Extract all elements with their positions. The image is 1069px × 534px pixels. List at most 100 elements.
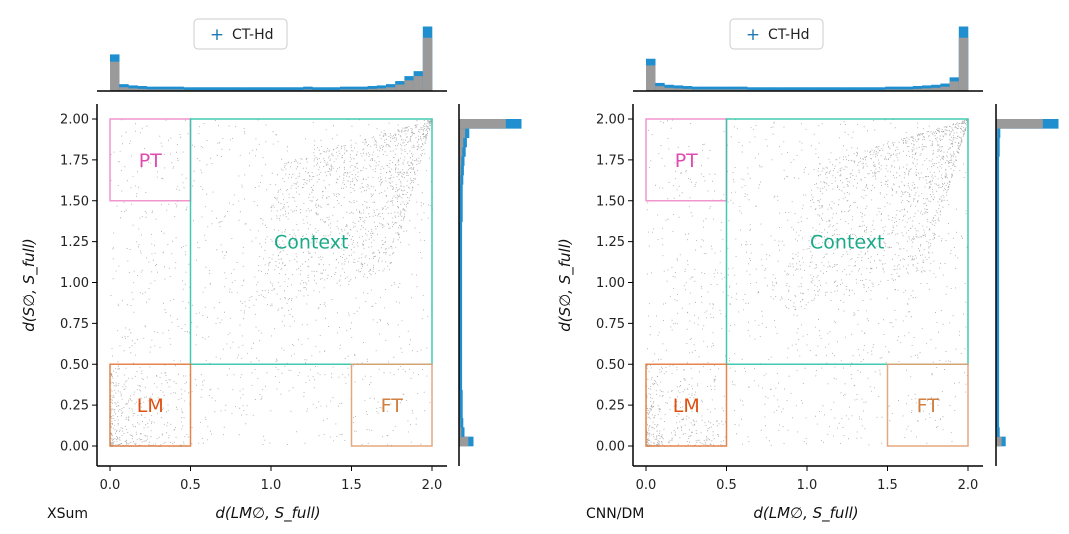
y-tick-label: 2.00: [60, 113, 89, 128]
top-hist-bar: [710, 89, 720, 91]
top-hist-bar-ct: [756, 87, 766, 91]
x-tick-label: 0.0: [636, 478, 657, 493]
top-hist-bar: [376, 88, 387, 91]
y-axis-label: d(S∅, S_full): [556, 238, 575, 332]
right-hist-bar-ct: [996, 277, 1000, 288]
top-hist-bar-ct: [156, 86, 166, 91]
x-tick-label: 0.5: [716, 478, 737, 493]
right-hist-bar: [459, 119, 506, 129]
top-hist-bar-ct: [266, 87, 276, 91]
region-lm-label: LM: [673, 395, 700, 417]
top-hist-bar-ct: [229, 87, 240, 91]
top-hist-bar: [128, 88, 138, 91]
right-hist-bar-ct: [459, 427, 465, 437]
right-hist-bar-ct: [459, 343, 463, 353]
dataset-label: CNN/DM: [586, 506, 644, 522]
right-hist-bar-ct: [996, 296, 1000, 307]
right-hist-bar-ct: [459, 156, 465, 167]
right-hist-bar-ct: [996, 128, 1001, 138]
top-hist-bar-ct: [349, 86, 359, 91]
right-hist-bar-ct: [459, 203, 463, 213]
top-hist-bar-ct: [912, 86, 923, 91]
x-tick-label: 1.0: [261, 478, 282, 493]
top-hist-bar-ct: [312, 87, 322, 91]
top-hist-bar: [931, 87, 941, 91]
right-hist-bar: [459, 436, 469, 447]
top-hist-bar: [395, 84, 405, 91]
y-tick-label: 0.50: [596, 358, 625, 373]
top-hist-bar-ct: [257, 87, 267, 91]
top-hist-bar: [646, 65, 656, 91]
right-hist-bar-ct: [996, 156, 1000, 167]
top-hist-bar-ct: [340, 86, 350, 91]
top-hist-bar-ct: [820, 87, 831, 91]
right-histogram: [459, 119, 522, 447]
right-hist-bar: [459, 128, 466, 138]
top-hist-bar-ct: [710, 86, 720, 91]
x-tick-label: 1.5: [877, 478, 898, 493]
top-hist-bar-ct: [811, 87, 822, 91]
top-hist-bar-ct: [774, 87, 785, 91]
right-hist-bar-ct: [996, 333, 1000, 344]
y-tick-label: 1.50: [596, 194, 625, 209]
x-tick-label: 1.5: [341, 478, 362, 493]
right-hist-bar-ct: [459, 184, 463, 195]
x-tick-label: 2.0: [422, 478, 443, 493]
top-hist-bar-ct: [146, 86, 157, 91]
top-hist-bar: [422, 37, 433, 91]
region-ft-box: [350, 363, 433, 447]
right-hist-bar-ct: [996, 371, 1000, 381]
top-hist-bar-ct: [220, 87, 230, 91]
legend-label: CT-Hd: [768, 27, 810, 43]
top-hist-bar-ct: [248, 87, 258, 91]
right-hist-bar: [459, 137, 464, 148]
right-hist-bar-ct: [459, 287, 463, 297]
right-hist-bar-ct: [996, 259, 1000, 269]
top-hist-bar-ct: [876, 87, 886, 91]
region-lm-box: [109, 363, 192, 447]
right-hist-bar-ct: [459, 165, 464, 176]
top-hist-bar: [413, 76, 424, 91]
dataset-label: XSum: [47, 506, 88, 522]
right-hist-bar-ct: [459, 361, 463, 372]
right-hist-bar-ct: [996, 361, 1000, 372]
top-hist-bar-ct: [128, 85, 138, 91]
regions: PT Context LM FT: [645, 118, 969, 447]
right-hist-bar-ct: [996, 193, 1000, 204]
top-hist-bar-ct: [738, 86, 748, 91]
right-hist-bar-ct: [459, 259, 463, 269]
right-hist-bar-ct: [996, 287, 1000, 297]
right-hist-bar-ct: [996, 399, 1000, 409]
top-hist-bar-ct: [701, 86, 711, 91]
right-hist-bar-ct: [996, 165, 1000, 176]
top-hist-bar: [156, 89, 166, 91]
right-hist-bar-ct: [459, 231, 463, 241]
top-hist-bar-ct: [857, 87, 868, 91]
top-hist-bar: [303, 89, 313, 91]
top-hist-bar: [903, 89, 914, 91]
right-hist-bar-ct: [996, 315, 1000, 325]
top-hist-bar: [358, 89, 368, 91]
top-hist-bar-ct: [165, 86, 175, 91]
legend: + CT-Hd: [193, 18, 288, 50]
top-hist-bar-ct: [330, 87, 341, 91]
top-hist-bar-ct: [238, 87, 249, 91]
right-hist-bar-ct: [459, 147, 466, 157]
top-histogram: [110, 26, 433, 91]
top-hist-bar: [146, 89, 157, 91]
top-hist-bar-ct: [211, 87, 221, 91]
top-hist-bar-ct: [784, 87, 794, 91]
region-ft-label: FT: [381, 395, 404, 417]
regions: PT Context LM FT: [109, 118, 433, 447]
top-hist-bar-ct: [183, 87, 194, 91]
right-hist-bar-ct: [459, 324, 463, 335]
right-hist-bar-ct: [459, 305, 463, 316]
region-lm-label: LM: [137, 395, 164, 417]
right-hist-bar-ct: [996, 389, 1000, 400]
top-hist-bar: [940, 86, 950, 91]
x-axis-label: d(LM∅, S_full): [753, 504, 858, 523]
right-hist-bar-ct: [996, 324, 1000, 335]
